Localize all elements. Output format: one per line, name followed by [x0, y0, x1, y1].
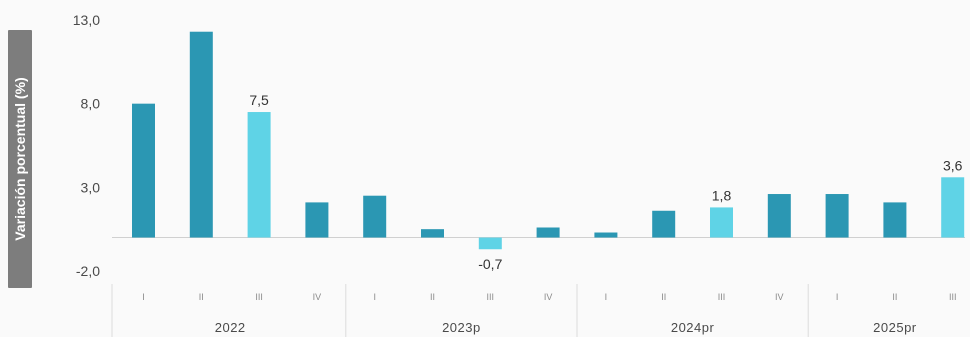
bars — [132, 31, 965, 250]
x-tick-label: IV — [775, 292, 784, 302]
bar — [767, 194, 791, 238]
x-tick-label: I — [836, 292, 839, 302]
data-label: -0,7 — [478, 256, 502, 272]
x-tick-label: II — [430, 292, 435, 302]
y-axis-ticks: 13,0 8,0 3,0 -2,0 — [73, 12, 100, 279]
bar — [305, 202, 329, 238]
y-axis-label: Variación porcentual (%) — [8, 30, 32, 288]
year-label: 2023p — [442, 320, 481, 335]
bar — [132, 103, 155, 238]
bar — [825, 194, 849, 238]
bar — [478, 237, 502, 250]
bar — [421, 229, 444, 238]
x-tick-label: III — [255, 292, 263, 302]
y-axis-label-text: Variación porcentual (%) — [12, 77, 28, 240]
bar — [883, 202, 907, 238]
data-label: 7,5 — [249, 92, 269, 108]
x-tick-label: II — [199, 292, 204, 302]
bar — [189, 31, 213, 238]
x-tick-label: III — [718, 292, 726, 302]
year-label: 2025pr — [873, 320, 917, 335]
x-tick-label: I — [605, 292, 608, 302]
data-label: 1,8 — [712, 187, 732, 203]
x-tick-label: II — [661, 292, 666, 302]
year-label: 2024pr — [671, 320, 715, 335]
bar — [247, 112, 271, 238]
y-tick-label: 8,0 — [81, 96, 101, 112]
y-tick-label: 13,0 — [73, 12, 100, 28]
x-tick-label: IV — [313, 292, 322, 302]
x-tick-label: IV — [544, 292, 553, 302]
bar — [363, 195, 387, 238]
bar — [941, 177, 965, 238]
x-tick-label: III — [949, 292, 957, 302]
bar — [536, 227, 560, 238]
bar — [652, 210, 676, 238]
bar — [710, 207, 733, 238]
y-tick-label: -2,0 — [76, 263, 100, 279]
year-label: 2022 — [215, 320, 246, 335]
y-tick-label: 3,0 — [81, 179, 101, 195]
x-tick-label: III — [487, 292, 495, 302]
data-labels: 7,5 -0,7 1,8 3,6 — [249, 92, 962, 272]
x-tick-label: I — [142, 292, 145, 302]
x-tick-label: II — [892, 292, 897, 302]
x-tick-label: I — [373, 292, 376, 302]
data-label: 3,6 — [943, 157, 963, 173]
bar — [594, 232, 618, 238]
